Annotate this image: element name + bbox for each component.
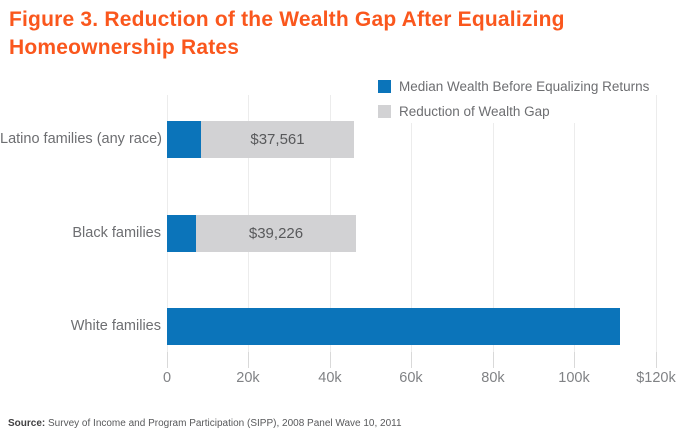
axis-tick <box>330 352 331 368</box>
x-tick-label: 60k <box>399 370 423 386</box>
gridline <box>411 95 412 352</box>
axis-tick <box>411 352 412 368</box>
gridline <box>493 95 494 352</box>
x-tick-label: 20k <box>236 370 260 386</box>
x-tick-label: 100k <box>558 370 590 386</box>
bar-latino-families: $37,561 <box>167 121 354 158</box>
legend-swatch-blue-icon <box>378 80 391 93</box>
plot-area: $37,561 $39,226 <box>167 95 657 368</box>
category-label-black-families: Black families <box>72 225 161 241</box>
bar-segment-median-wealth <box>167 121 201 158</box>
bar-segment-wealth-gap-reduction: $37,561 <box>201 121 354 158</box>
legend-label: Median Wealth Before Equalizing Returns <box>399 79 650 94</box>
bar-segment-median-wealth <box>167 215 196 252</box>
source-text: Survey of Income and Program Participati… <box>48 418 402 429</box>
legend-item-reduction: Reduction of Wealth Gap <box>378 104 649 119</box>
x-tick-label: 80k <box>481 370 505 386</box>
axis-tick <box>167 352 168 368</box>
source-label: Source: <box>8 418 46 429</box>
figure-title-line1: Figure 3. Reduction of the Wealth Gap Af… <box>9 8 565 31</box>
gridline <box>656 95 657 352</box>
figure-title: Figure 3. Reduction of the Wealth Gap Af… <box>9 6 609 62</box>
x-tick-label: 40k <box>318 370 342 386</box>
bar-segment-median-wealth <box>167 308 620 345</box>
source-note: Source: Survey of Income and Program Par… <box>8 418 402 429</box>
bar-white-families <box>167 308 620 345</box>
axis-tick <box>493 352 494 368</box>
gridline <box>574 95 575 352</box>
legend-swatch-gray-icon <box>378 105 391 118</box>
axis-tick <box>656 352 657 368</box>
x-tick-label: 0 <box>162 370 172 386</box>
axis-tick <box>248 352 249 368</box>
legend-item-median-wealth: Median Wealth Before Equalizing Returns <box>378 79 649 94</box>
bar-black-families: $39,226 <box>167 215 356 252</box>
axis-tick <box>574 352 575 368</box>
bar-segment-wealth-gap-reduction: $39,226 <box>196 215 356 252</box>
legend-label: Reduction of Wealth Gap <box>399 104 550 119</box>
x-tick-label: $120k <box>636 370 676 386</box>
figure-title-line2: Homeownership Rates <box>9 36 240 59</box>
bar-value-label: $39,226 <box>248 225 304 242</box>
legend: Median Wealth Before Equalizing Returns … <box>376 77 654 123</box>
category-label-white-families: White families <box>70 318 161 334</box>
bar-value-label: $37,561 <box>250 131 305 148</box>
category-label-latino-families: Latino families (any race) <box>0 131 162 147</box>
